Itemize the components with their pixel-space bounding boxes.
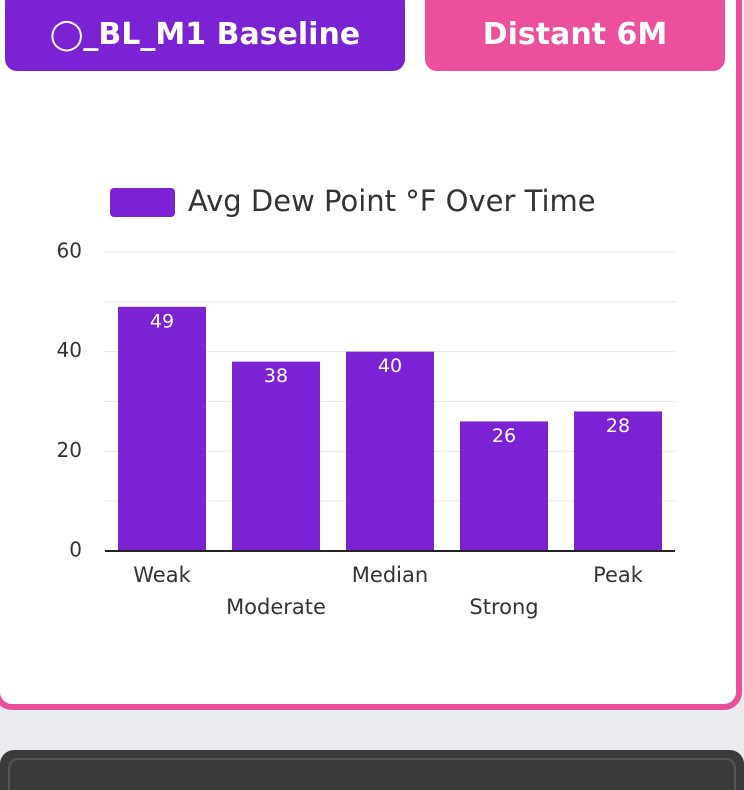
- data-label: 49: [150, 310, 174, 332]
- x-tick-label: Weak: [133, 563, 191, 587]
- data-label: 38: [264, 365, 288, 387]
- data-label: 28: [606, 415, 630, 437]
- next-card: [0, 750, 744, 790]
- chart: 0 20 40 60 Avg Dew Point °F Over Time Weak 49 M…: [57, 184, 675, 619]
- y-tick-label: 60: [57, 239, 82, 263]
- y-tick-label: 20: [57, 438, 82, 462]
- legend-label: Avg Dew Point °F Over Time: [188, 184, 596, 218]
- bar: [574, 411, 662, 551]
- bar: [232, 361, 320, 551]
- y-tick-label: 0: [69, 538, 82, 562]
- legend-swatch: [110, 188, 175, 217]
- data-label: 40: [378, 355, 402, 377]
- data-label: 26: [492, 425, 516, 447]
- x-tick-label: Peak: [593, 563, 644, 587]
- distant-button[interactable]: Distant 6M: [425, 0, 725, 71]
- x-tick-label: Strong: [469, 595, 538, 619]
- x-tick-label: Moderate: [226, 595, 326, 619]
- bar: [460, 421, 548, 551]
- x-tick-label: Median: [352, 563, 428, 587]
- y-tick-label: 40: [57, 338, 82, 362]
- bar: [118, 306, 206, 551]
- baseline-button[interactable]: ◯_BL_M1 Baseline: [5, 0, 405, 71]
- bar: [346, 351, 434, 551]
